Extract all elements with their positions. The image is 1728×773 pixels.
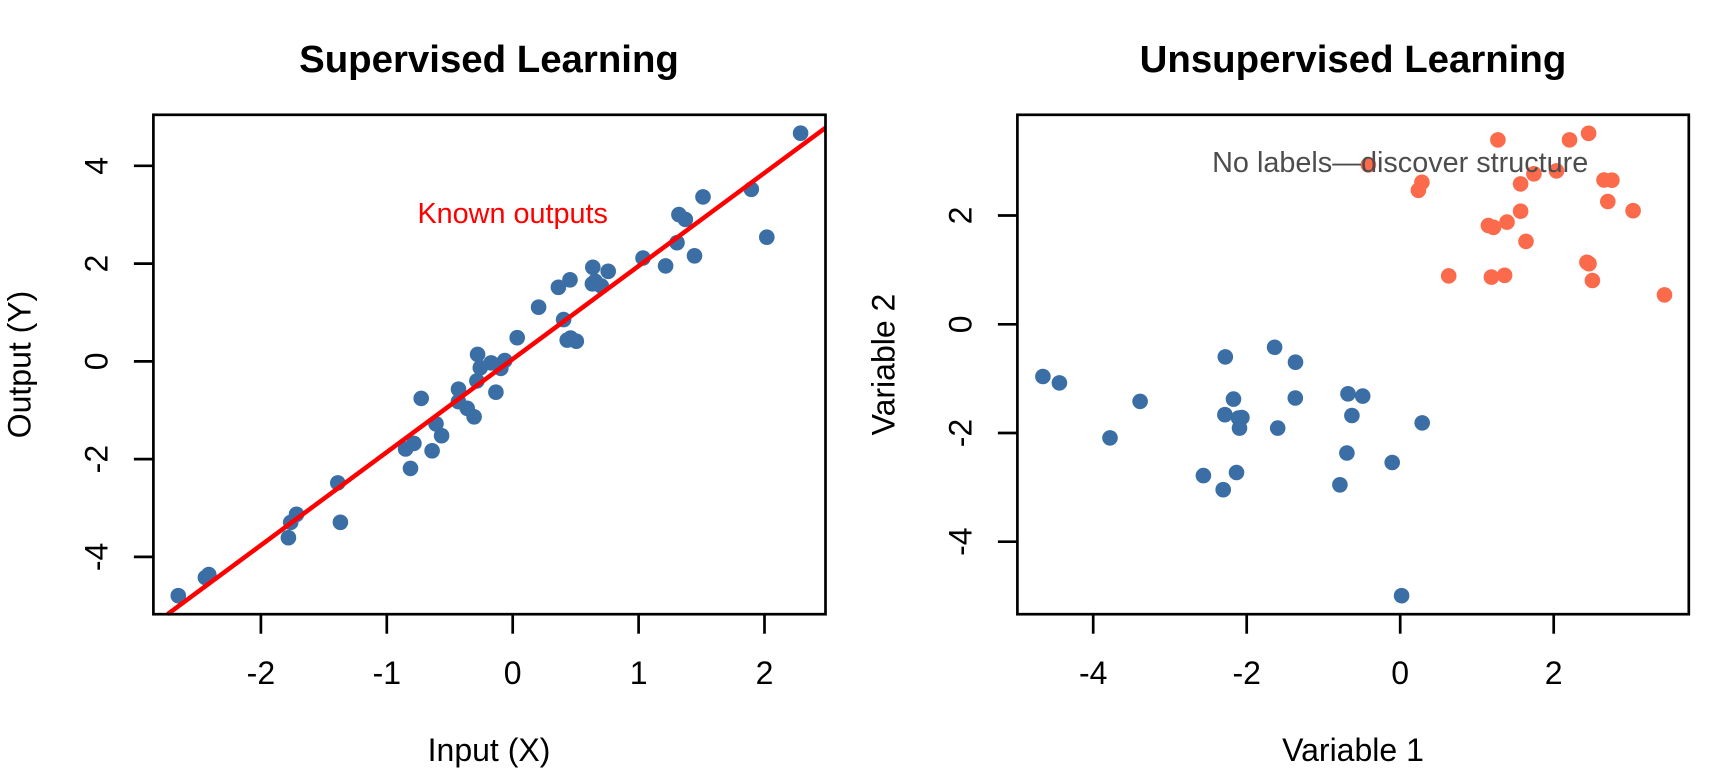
svg-text:-4: -4: [78, 543, 114, 571]
svg-text:Input (X): Input (X): [428, 732, 551, 768]
svg-text:Known outputs: Known outputs: [417, 198, 608, 230]
svg-text:2: 2: [942, 207, 978, 225]
svg-text:0: 0: [504, 655, 522, 691]
svg-text:Variable 2: Variable 2: [866, 294, 902, 436]
svg-text:-2: -2: [942, 419, 978, 447]
svg-text:0: 0: [78, 353, 114, 371]
svg-text:-4: -4: [1079, 655, 1107, 691]
svg-text:-1: -1: [373, 655, 401, 691]
svg-text:No labels—discover structure: No labels—discover structure: [1212, 147, 1588, 179]
svg-text:Output (Y): Output (Y): [2, 291, 38, 439]
svg-text:2: 2: [1545, 655, 1563, 691]
svg-text:2: 2: [756, 655, 774, 691]
svg-text:Variable 1: Variable 1: [1282, 732, 1424, 768]
svg-text:0: 0: [942, 315, 978, 333]
svg-text:Supervised Learning: Supervised Learning: [299, 38, 679, 81]
svg-text:0: 0: [1391, 655, 1409, 691]
svg-text:4: 4: [78, 157, 114, 175]
svg-text:-2: -2: [247, 655, 275, 691]
svg-text:1: 1: [630, 655, 648, 691]
svg-text:Unsupervised Learning: Unsupervised Learning: [1140, 38, 1567, 81]
svg-text:-2: -2: [78, 445, 114, 473]
svg-text:2: 2: [78, 255, 114, 273]
svg-text:-2: -2: [1232, 655, 1260, 691]
svg-text:-4: -4: [942, 527, 978, 555]
